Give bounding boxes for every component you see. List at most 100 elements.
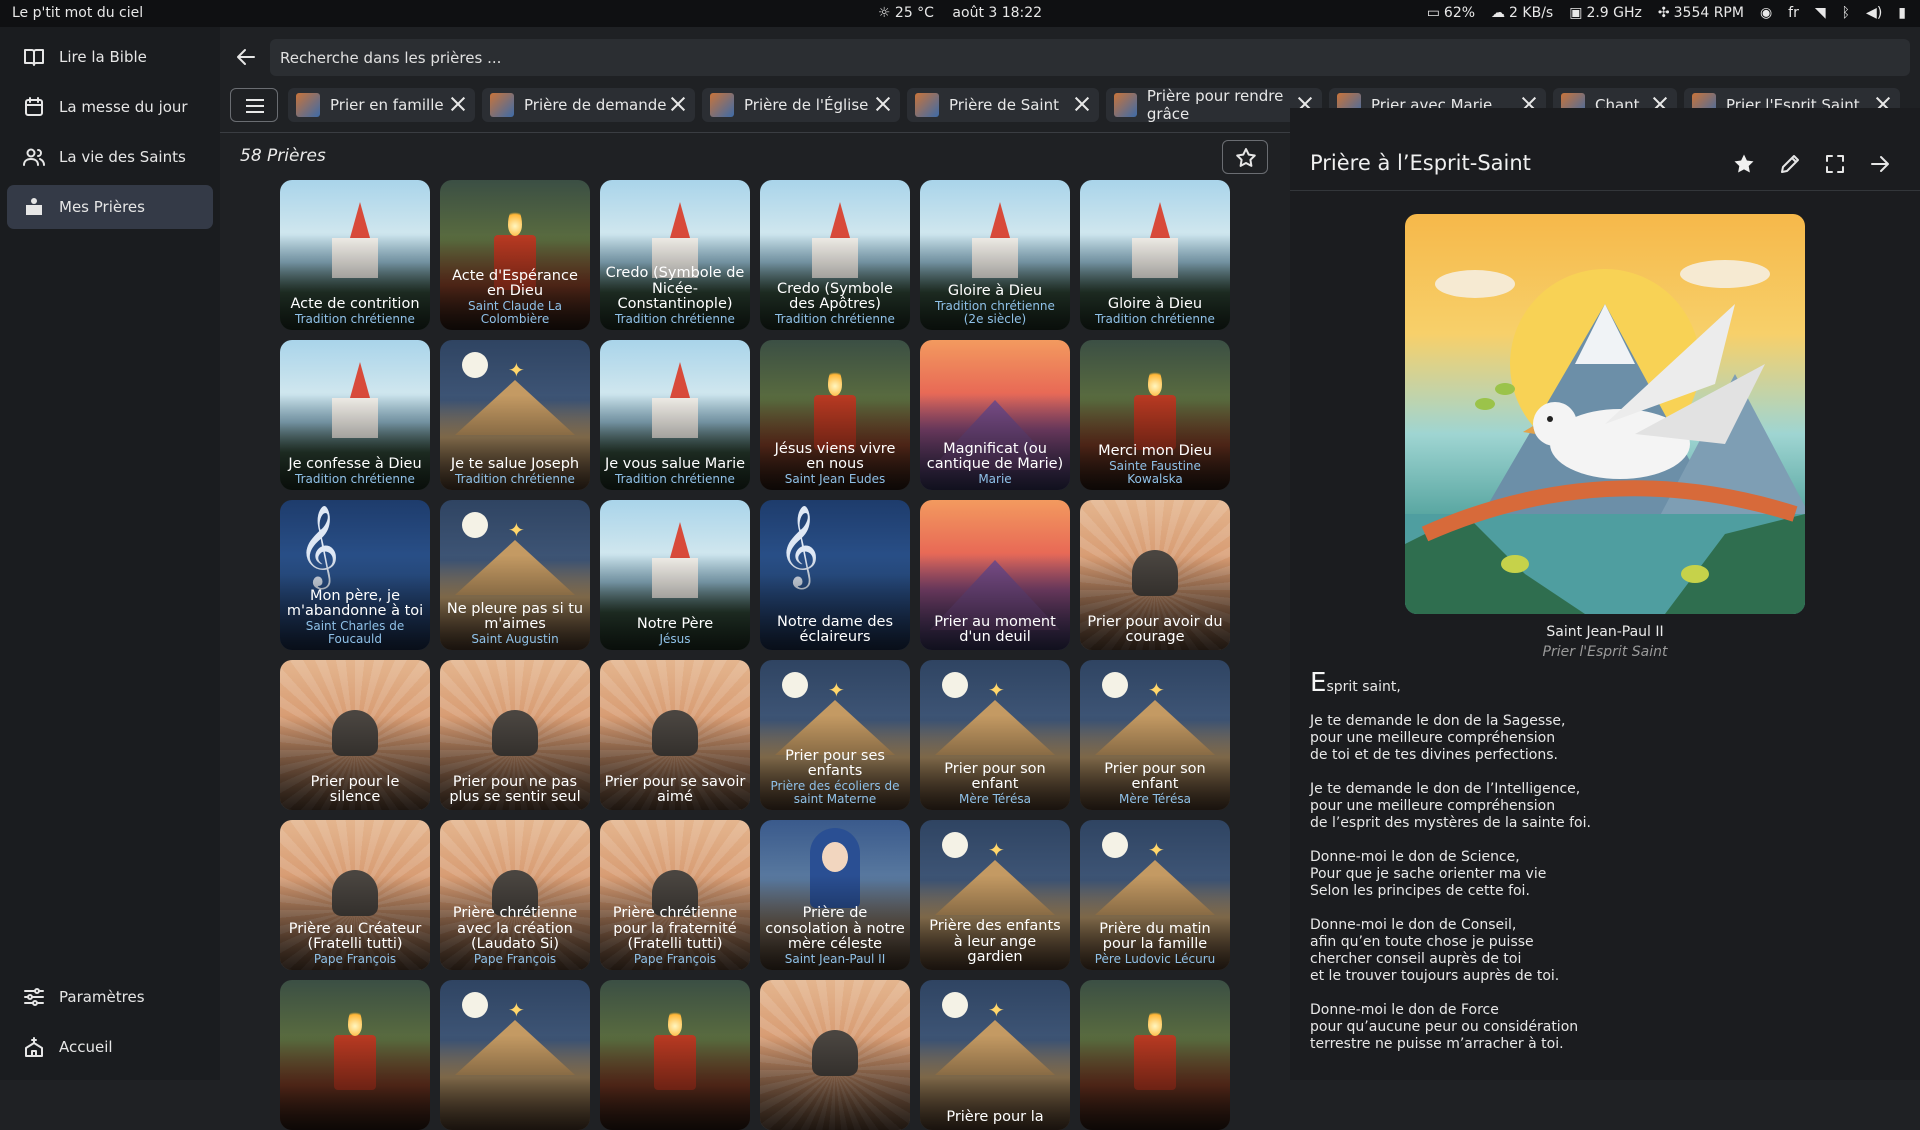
prayer-card[interactable]: 𝄞 Mon père, je m'abandonne à toi Saint Cha…: [280, 500, 430, 650]
prayer-title: Acte d'Espérance en Dieu: [452, 267, 578, 300]
prayer-card[interactable]: ✦ Prier pour son enfant Mère Térésa: [920, 660, 1070, 810]
close-icon[interactable]: [1074, 96, 1090, 112]
filter-chip[interactable]: Prier en famille: [288, 88, 475, 122]
prayer-card[interactable]: ✦ Prier pour ses enfants Prière des écolie…: [760, 660, 910, 810]
prayer-card[interactable]: Prière au Créateur (Fratelli tutti) Pape …: [280, 820, 430, 970]
menu-button[interactable]: [230, 88, 278, 122]
prayer-author: Saint Jean-Paul II: [1546, 624, 1664, 640]
system-tray[interactable]: ▭ 62% ☁ 2 KB/s ▣ 2.9 GHz ✣ 3554 RPM ◉ fr ◥ ᛒ…: [1427, 5, 1906, 21]
card-caption: Magnificat (ou cantique de Marie) Marie: [924, 441, 1066, 486]
prayer-card[interactable]: Prier pour se savoir aimé: [600, 660, 750, 810]
prayer-card[interactable]: Prière chrétienne pour la fraternité (Fr…: [600, 820, 750, 970]
prayer-card[interactable]: ✦ Ne pleure pas si tu m'aimes Saint August…: [440, 500, 590, 650]
card-caption: Prière de consolation à notre mère céles…: [764, 905, 906, 966]
prayer-card[interactable]: ✦: [440, 980, 590, 1130]
prayer-card[interactable]: Je vous salue Marie Tradition chrétienne: [600, 340, 750, 490]
prayer-card[interactable]: 𝄞 Notre dame des éclaireurs: [760, 500, 910, 650]
prayer-card[interactable]: Notre Père Jésus: [600, 500, 750, 650]
prayer-card[interactable]: [760, 980, 910, 1130]
fan-indicator: ✣ 3554 RPM: [1657, 5, 1744, 21]
back-arrow-icon[interactable]: [234, 45, 258, 69]
prayer-card[interactable]: Gloire à Dieu Tradition chrétienne: [1080, 180, 1230, 330]
favorites-filter-button[interactable]: [1222, 140, 1268, 174]
sidebar-item-saints[interactable]: La vie des Saints: [7, 135, 213, 179]
prayer-title: Je confesse à Dieu: [288, 456, 422, 473]
prayer-card[interactable]: Prier pour le silence: [280, 660, 430, 810]
prayer-author: Jésus: [659, 632, 691, 647]
bluetooth-icon[interactable]: ᛒ: [1841, 5, 1851, 21]
sidebar-item-parametres[interactable]: Paramètres: [7, 975, 213, 1019]
prayer-card[interactable]: ✦ Prière des enfants à leur ange gardien: [920, 820, 1070, 970]
card-caption: Acte de contrition Tradition chrétienne: [284, 297, 426, 326]
prayer-icon: [26, 198, 42, 215]
prayer-title: Prière des enfants à leur ange gardien: [929, 918, 1061, 966]
prayer-card[interactable]: Prière chrétienne avec la création (Laud…: [440, 820, 590, 970]
prayer-card[interactable]: Credo (Symbole de Nicée-Constantinople) T…: [600, 180, 750, 330]
prayer-author: Mère Térésa: [959, 792, 1031, 807]
filter-chip[interactable]: Prière de l'Église: [702, 88, 900, 122]
volume-icon[interactable]: ◀): [1866, 5, 1883, 21]
edit-pencil-icon[interactable]: [1778, 152, 1802, 176]
close-icon[interactable]: [670, 96, 686, 112]
battery-icon[interactable]: ▮: [1898, 5, 1906, 21]
cpu-indicator: ▣ 2.9 GHz: [1569, 5, 1642, 21]
card-shade: [280, 715, 430, 810]
card-shade: [1080, 555, 1230, 650]
filter-chip[interactable]: Prière pour rendre grâce: [1106, 87, 1322, 123]
star-filled-icon[interactable]: [1732, 152, 1756, 176]
prayer-card[interactable]: Credo (Symbole des Apôtres) Tradition chr…: [760, 180, 910, 330]
prayer-card[interactable]: Acte de contrition Tradition chrétienne: [280, 180, 430, 330]
prayer-author: Tradition chrétienne: [775, 312, 895, 327]
prayer-count: 58 Prières: [240, 146, 326, 166]
clock-area[interactable]: ☼ 25 °C août 3 18:22: [0, 5, 1920, 21]
prayer-card[interactable]: Prier au moment d'un deuil: [920, 500, 1070, 650]
sidebar-item-prieres[interactable]: Mes Prières: [7, 185, 213, 229]
wifi-icon[interactable]: ◥: [1814, 5, 1826, 21]
battery-indicator: ▭ 62%: [1426, 5, 1476, 21]
card-caption: Je te salue Joseph Tradition chrétienne: [444, 457, 586, 486]
prayer-card[interactable]: ✦ Prier pour son enfant Mère Térésa: [1080, 660, 1230, 810]
sidebar-item-label: Mes Prières: [59, 198, 145, 216]
prayer-card[interactable]: [600, 980, 750, 1130]
search-input[interactable]: Recherche dans les prières ...: [270, 39, 1910, 76]
prayer-first-line: sprit saint,: [1326, 679, 1401, 695]
prayer-card[interactable]: [1080, 980, 1230, 1130]
fullscreen-icon[interactable]: [1823, 152, 1847, 176]
close-icon[interactable]: [875, 96, 891, 112]
prayer-title: Acte de contrition: [290, 296, 420, 313]
chip-label: Prière de demande: [524, 96, 667, 114]
filter-chip[interactable]: Prière de Saint: [907, 88, 1099, 122]
prayer-card[interactable]: Acte d'Espérance en Dieu Saint Claude La …: [440, 180, 590, 330]
prayer-card[interactable]: Prier pour avoir du courage: [1080, 500, 1230, 650]
people-icon: [23, 148, 45, 166]
card-caption: Prière des enfants à leur ange gardien: [924, 918, 1066, 966]
prayer-card[interactable]: Magnificat (ou cantique de Marie) Marie: [920, 340, 1070, 490]
prayer-card[interactable]: Je confesse à Dieu Tradition chrétienne: [280, 340, 430, 490]
prayer-card[interactable]: Prière de consolation à notre mère céles…: [760, 820, 910, 970]
sidebar-item-accueil[interactable]: Accueil: [7, 1025, 213, 1069]
chip-label: Prier en famille: [330, 96, 444, 114]
close-icon[interactable]: [450, 96, 466, 112]
prayer-card[interactable]: Merci mon Dieu Sainte Faustine Kowalska: [1080, 340, 1230, 490]
card-caption: Gloire à Dieu Tradition chrétienne (2e si…: [924, 284, 1066, 326]
forward-arrow-icon[interactable]: [1868, 152, 1892, 176]
prayer-card[interactable]: ✦ Prière pour la: [920, 980, 1070, 1130]
language-indicator[interactable]: fr: [1788, 5, 1799, 21]
accessibility-icon[interactable]: ◉: [1759, 5, 1773, 21]
prayer-card[interactable]: ✦ Prière du matin pour la famille Père Lud…: [1080, 820, 1230, 970]
sidebar-item-bible[interactable]: Lire la Bible: [7, 35, 213, 79]
network-indicator: ☁ 2 KB/s: [1491, 5, 1554, 21]
sidebar-item-messe[interactable]: La messe du jour: [7, 85, 213, 129]
prayer-card[interactable]: Prier pour ne pas plus se sentir seul: [440, 660, 590, 810]
dropcap: E: [1310, 668, 1327, 698]
prayer-card[interactable]: [280, 980, 430, 1130]
prayer-card[interactable]: ✦ Je te salue Joseph Tradition chrétienne: [440, 340, 590, 490]
card-caption: Gloire à Dieu Tradition chrétienne: [1084, 297, 1226, 326]
card-caption: Notre Père Jésus: [604, 617, 746, 646]
prayer-card[interactable]: Jésus viens vivre en nous Saint Jean Eude…: [760, 340, 910, 490]
card-shade: [1080, 235, 1230, 330]
card-shade: [600, 875, 750, 970]
prayer-card[interactable]: Gloire à Dieu Tradition chrétienne (2e si…: [920, 180, 1070, 330]
weather: ☼ 25 °C: [877, 5, 934, 21]
filter-chip[interactable]: Prière de demande: [482, 88, 695, 122]
